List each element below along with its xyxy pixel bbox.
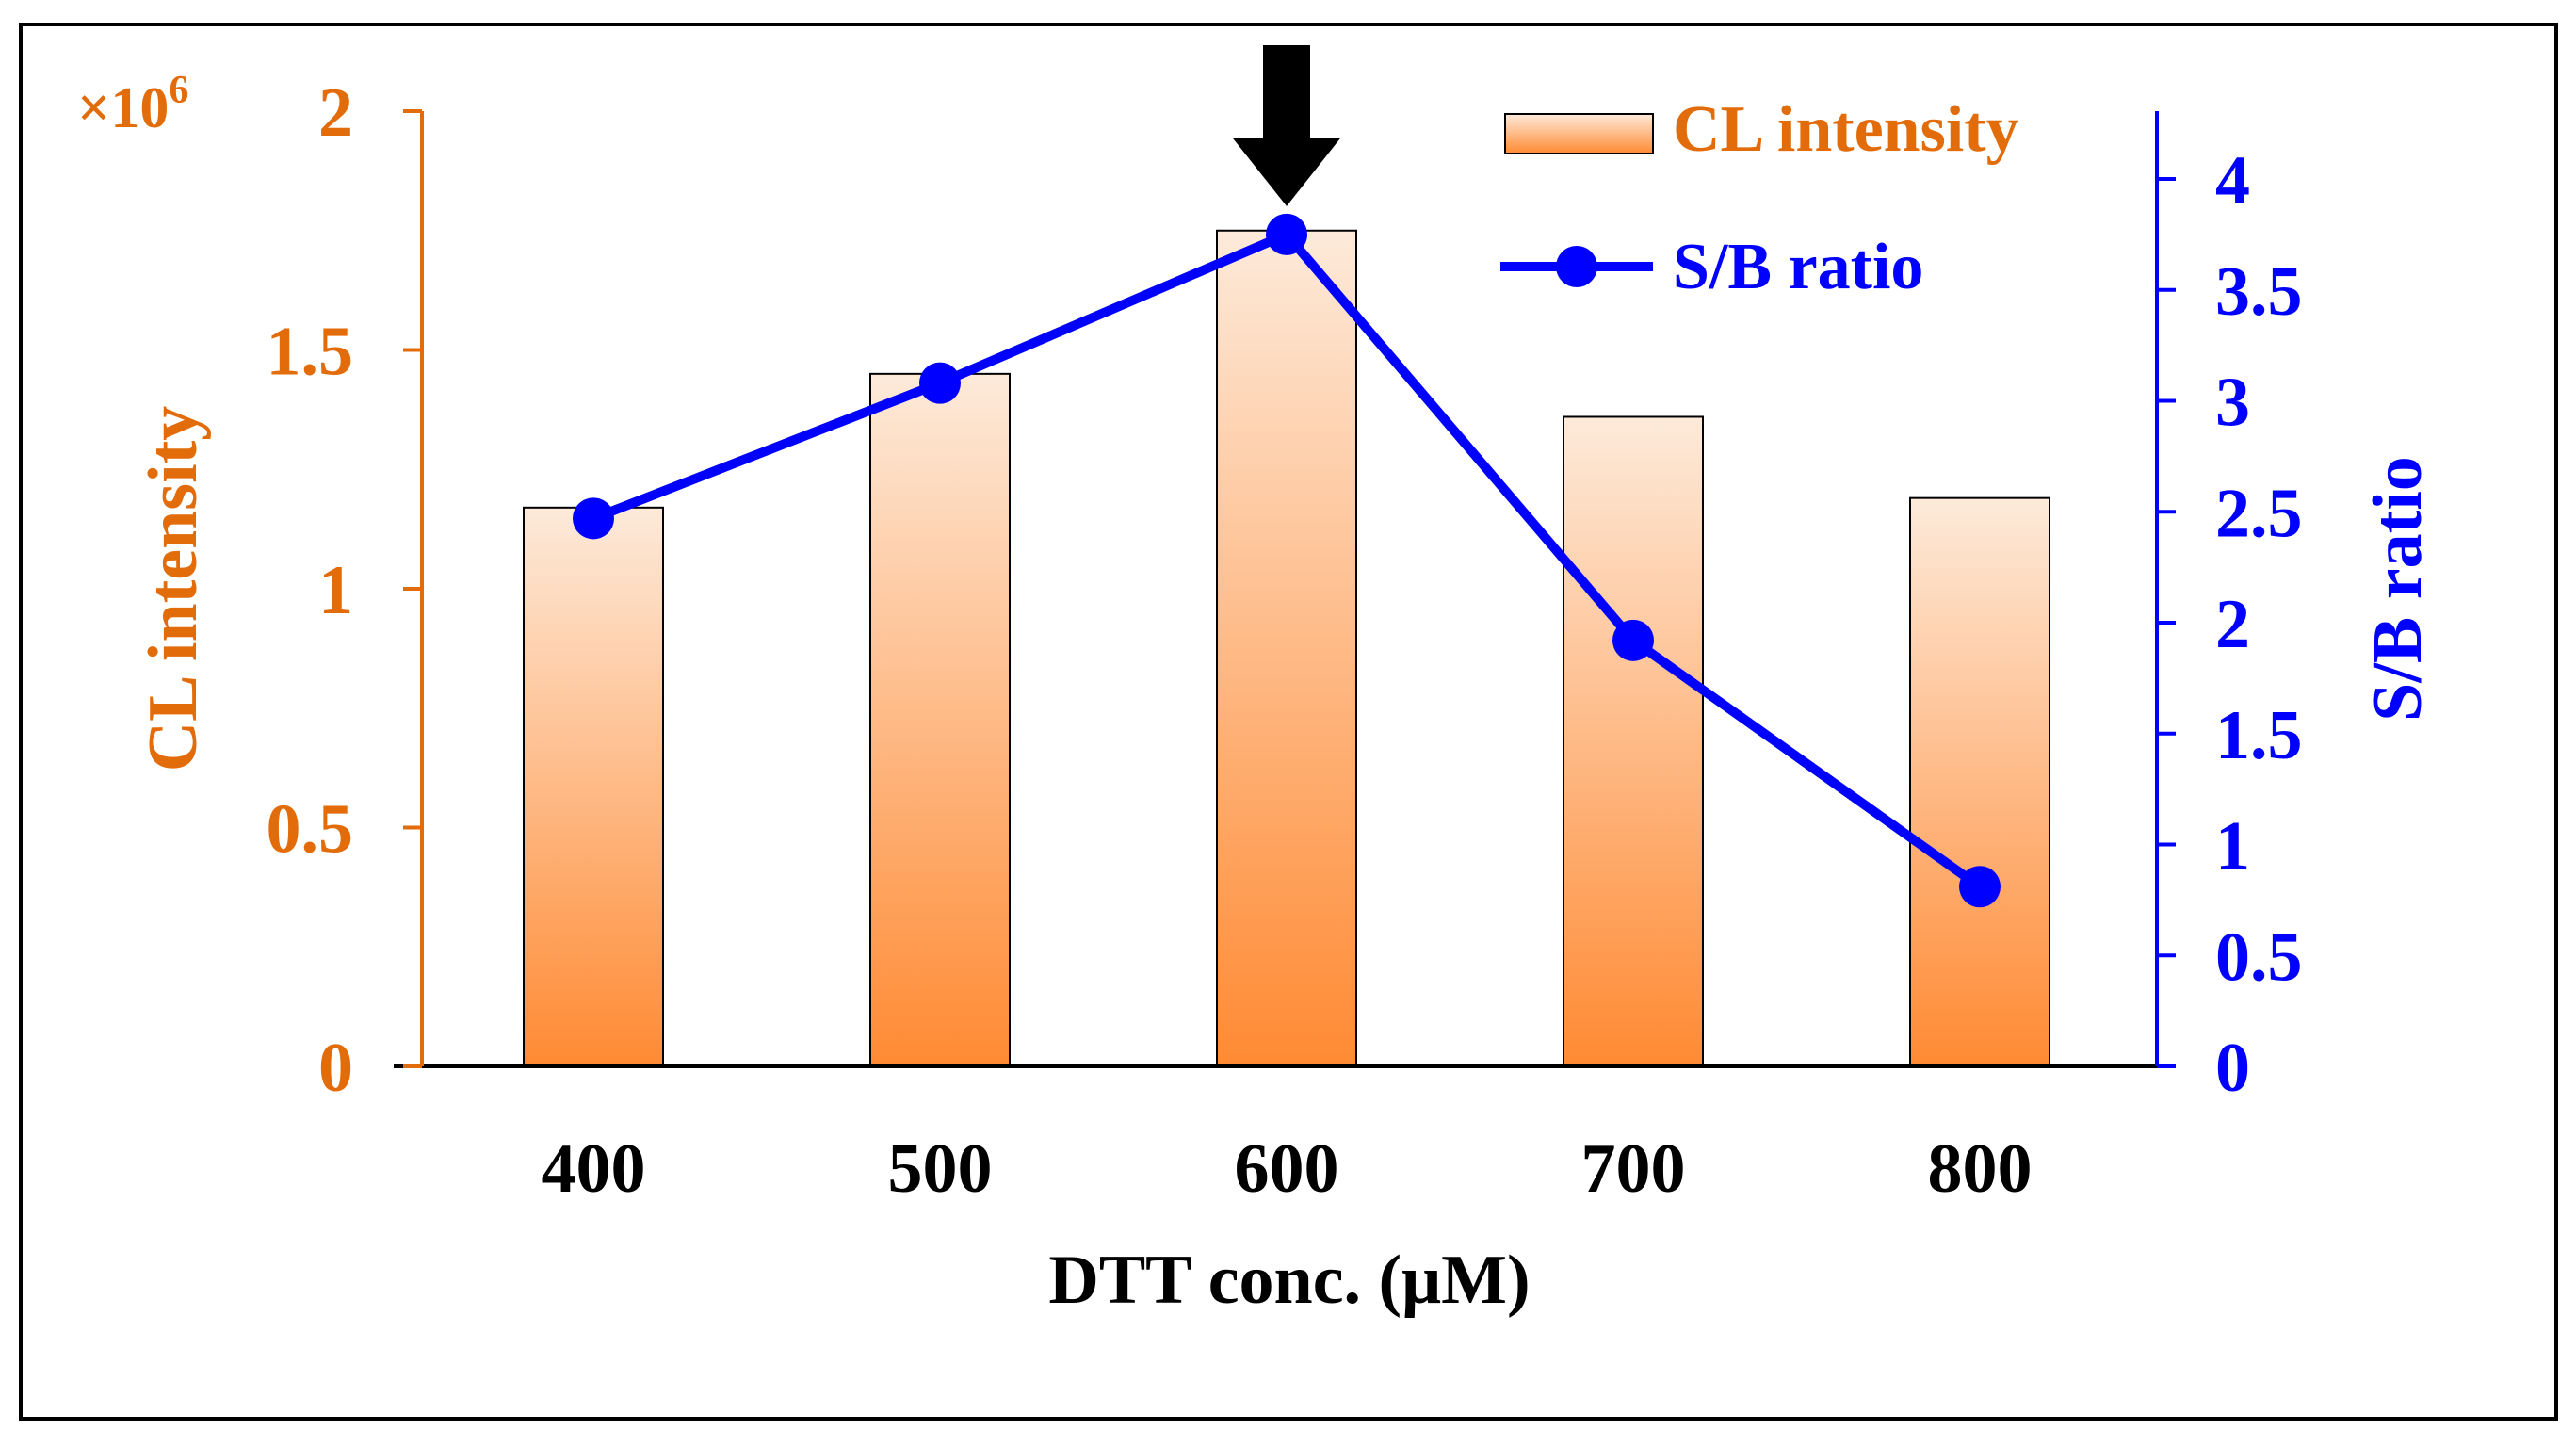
legend-bar-swatch [1504,113,1654,154]
legend-bar-label: CL intensity [1673,93,2019,166]
bar-600 [1216,229,1357,1067]
right-tick-label: 1 [2215,808,2250,885]
right-axis-title: S/B ratio [2359,456,2437,722]
x-tick-label: 600 [1235,1130,1339,1208]
right-tick-label: 4 [2215,142,2250,219]
left-axis-title: CL intensity [135,406,212,772]
right-tick-label: 3.5 [2215,253,2303,331]
right-tick-label: 2.5 [2215,475,2303,552]
sb-ratio-points [573,213,2001,908]
down-arrow-annotation [1233,45,1340,206]
sb-point-700 [1612,619,1654,661]
left-tick-label: 1.5 [267,314,354,391]
x-tick-label: 800 [1928,1130,2033,1208]
legend: CL intensity S/B ratio [1500,93,2019,303]
sb-point-400 [573,497,614,540]
right-axis-ticks: 0 0.5 1 1.5 2 2.5 3 3.5 4 [2157,142,2303,1107]
x-axis-title: DTT conc. (μM) [1048,1242,1530,1319]
bar-800 [1909,496,2050,1067]
sb-point-500 [919,362,961,404]
left-tick-label: 1 [318,552,353,629]
multiplier-base: ×10 [77,76,169,140]
x-axis-ticks: 400 500 600 700 800 [542,1130,2033,1208]
sb-point-600 [1266,213,1307,255]
bar-700 [1563,415,1704,1068]
bar-400 [523,506,664,1067]
x-tick-label: 700 [1581,1130,1686,1208]
left-axis-ticks: 0 0.5 1 1.5 2 [267,74,422,1107]
bar-500 [869,372,1011,1068]
left-axis-multiplier: ×106 [77,69,188,140]
right-tick-label: 0.5 [2215,918,2303,996]
bar-series [523,229,2050,1068]
right-tick-label: 0 [2215,1030,2250,1107]
left-tick-label: 0.5 [267,791,354,869]
legend-line-label: S/B ratio [1673,231,1923,303]
multiplier-exponent: 6 [169,69,188,112]
right-tick-label: 3 [2215,365,2250,442]
sb-point-800 [1959,866,2001,908]
legend-line-marker [1556,246,1597,287]
x-tick-label: 400 [542,1130,646,1208]
x-tick-label: 500 [888,1130,993,1208]
right-tick-label: 1.5 [2215,697,2303,774]
left-tick-label: 0 [318,1030,353,1107]
left-tick-label: 2 [318,74,353,152]
right-tick-label: 2 [2215,586,2250,663]
